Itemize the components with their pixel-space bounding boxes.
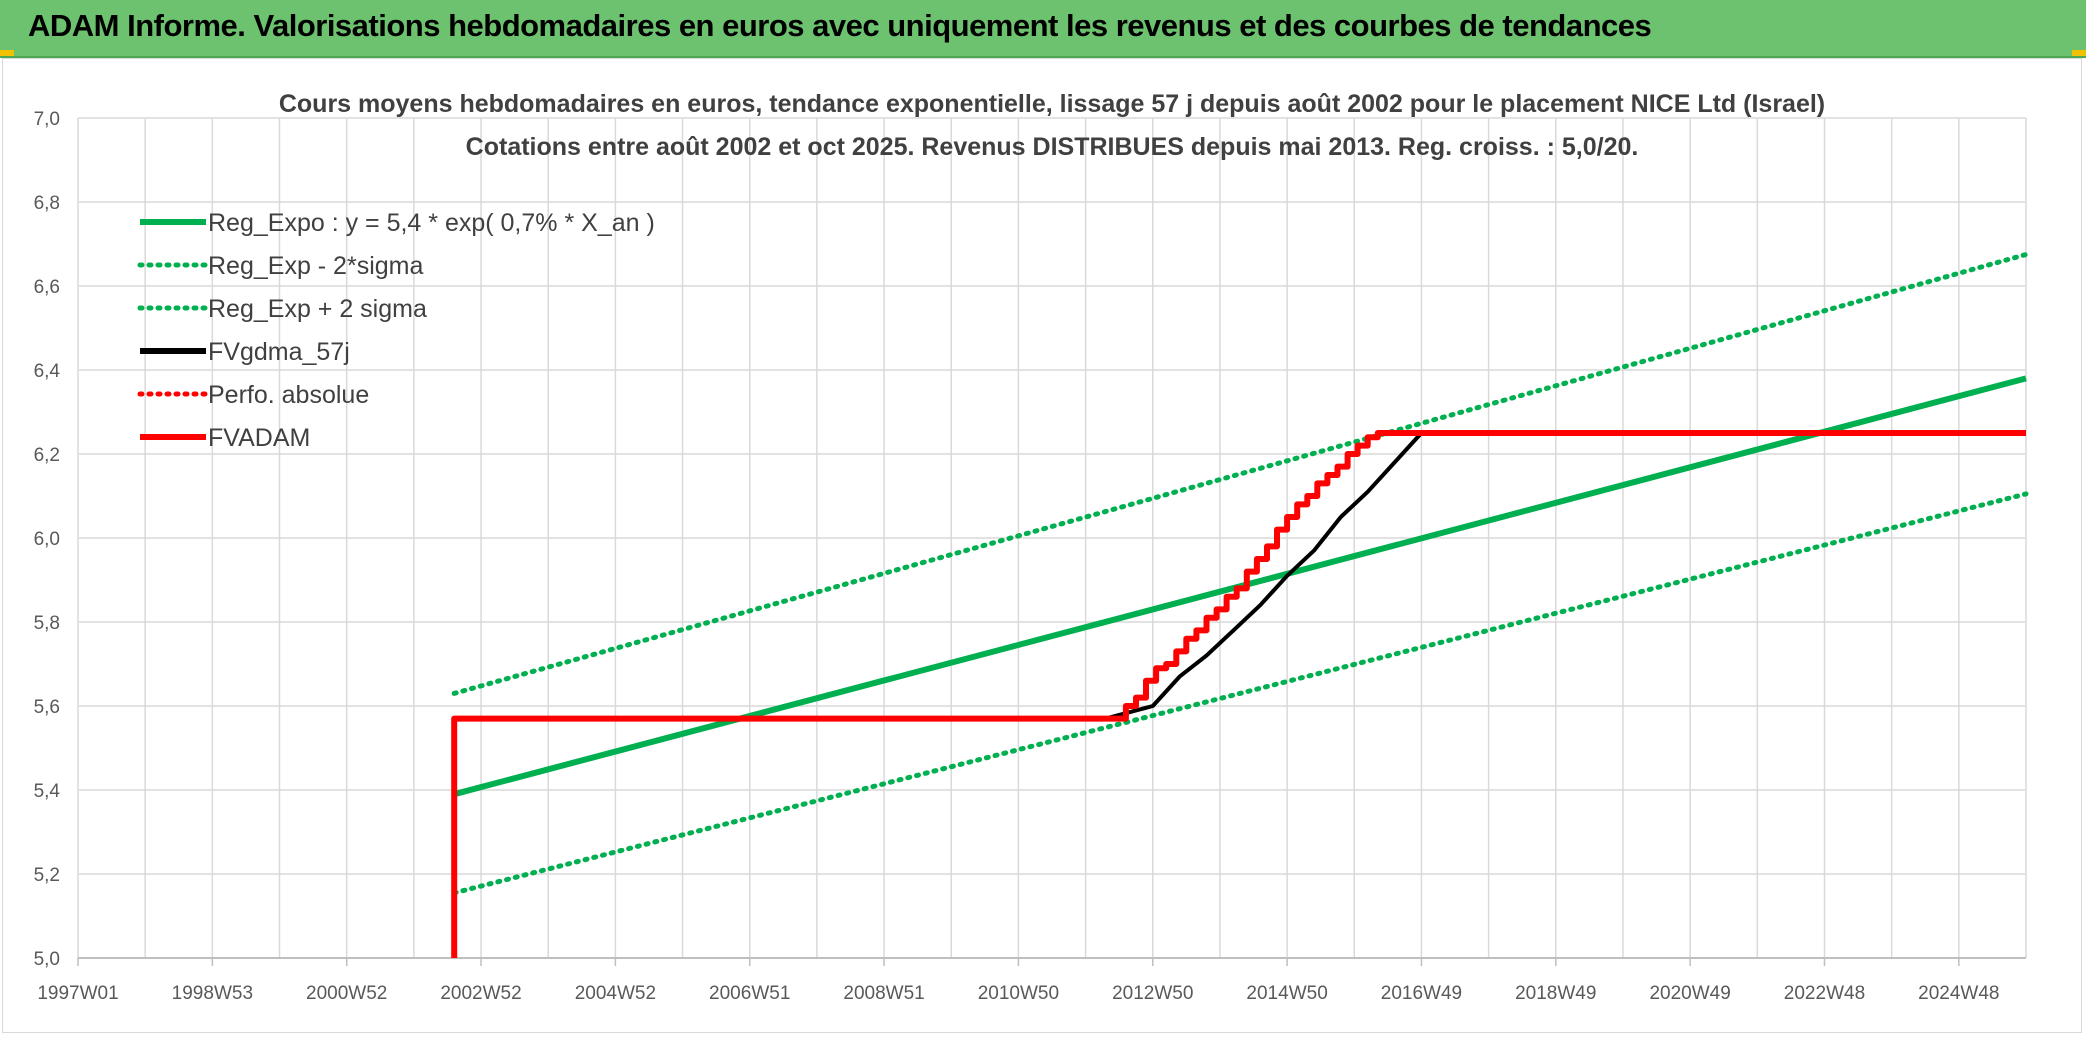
y-tick-label: 5,8	[34, 613, 60, 634]
x-tick-label: 2024W48	[1918, 983, 1999, 1004]
chart-title-line: Cours moyens hebdomadaires en euros, ten…	[279, 90, 1825, 118]
legend-label: Reg_Expo : y = 5,4 * exp( 0,7% * X_an )	[208, 209, 655, 237]
y-tick-label: 6,2	[34, 445, 60, 466]
legend-label: Perfo. absolue	[208, 381, 369, 409]
y-tick-label: 5,0	[34, 949, 60, 970]
x-tick-label: 2010W50	[978, 983, 1059, 1004]
report-title: ADAM Informe. Valorisations hebdomadaire…	[28, 8, 1652, 43]
legend-label: Reg_Exp - 2*sigma	[208, 252, 423, 280]
x-tick-label: 2004W52	[575, 983, 656, 1004]
chart-title-line: Cotations entre août 2002 et oct 2025. R…	[466, 133, 1639, 161]
chart-frame	[2, 58, 2082, 1033]
x-tick-label: 2020W49	[1649, 983, 1730, 1004]
series-line	[452, 431, 2026, 958]
x-tick-label: 2012W50	[1112, 983, 1193, 1004]
series-line	[451, 491, 2029, 896]
y-tick-label: 6,6	[34, 277, 60, 298]
corner-accent-left	[0, 50, 14, 56]
corner-accent-right	[2072, 50, 2086, 56]
report-banner: ADAM Informe. Valorisations hebdomadaire…	[0, 0, 2086, 58]
series-line	[451, 252, 2029, 696]
y-tick-label: 6,4	[34, 361, 61, 382]
x-tick-label: 2006W51	[709, 983, 790, 1004]
x-tick-label: 2008W51	[843, 983, 924, 1004]
x-tick-label: 2014W50	[1246, 983, 1327, 1004]
y-tick-label: 5,4	[34, 781, 61, 802]
legend-label: FVgdma_57j	[208, 338, 350, 366]
legend-label: Reg_Exp + 2 sigma	[208, 295, 427, 323]
y-tick-label: 5,2	[34, 865, 60, 886]
series-line	[451, 430, 2026, 958]
y-tick-label: 6,8	[34, 193, 60, 214]
y-tick-label: 5,6	[34, 697, 60, 718]
x-tick-label: 2002W52	[440, 983, 521, 1004]
legend-label: FVADAM	[208, 424, 310, 452]
y-tick-label: 7,0	[34, 109, 60, 130]
x-tick-label: 2018W49	[1515, 983, 1596, 1004]
x-tick-label: 2022W48	[1784, 983, 1865, 1004]
x-tick-label: 1997W01	[37, 983, 118, 1004]
x-tick-label: 2016W49	[1381, 983, 1462, 1004]
x-tick-label: 2000W52	[306, 983, 387, 1004]
y-tick-label: 6,0	[34, 529, 60, 550]
x-tick-label: 1998W53	[172, 983, 253, 1004]
